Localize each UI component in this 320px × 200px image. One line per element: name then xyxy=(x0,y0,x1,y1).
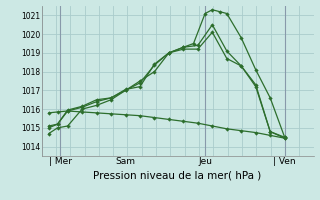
X-axis label: Pression niveau de la mer( hPa ): Pression niveau de la mer( hPa ) xyxy=(93,171,262,181)
